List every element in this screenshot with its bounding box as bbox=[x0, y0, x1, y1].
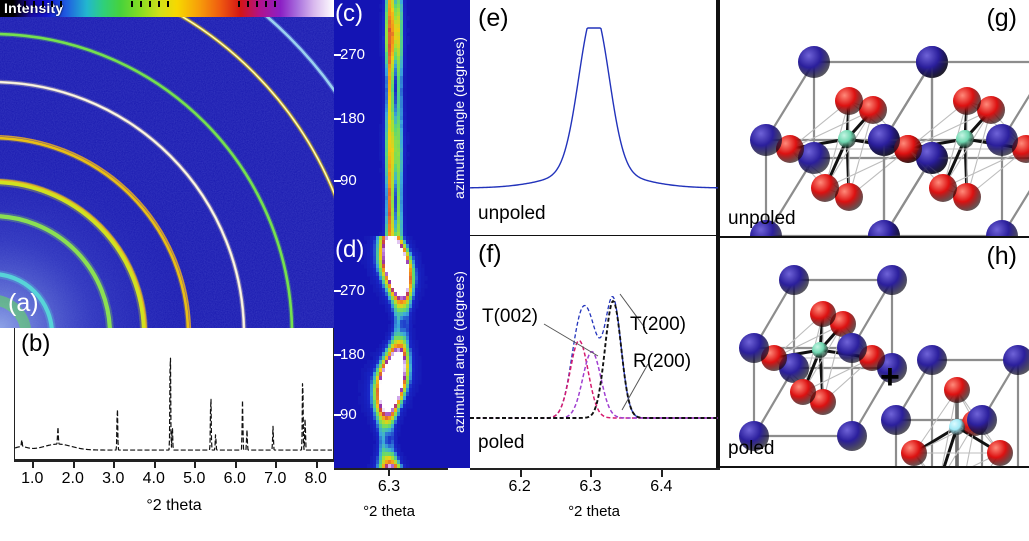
panel-c-ytick-180: 180 bbox=[340, 110, 365, 127]
panel-b-xtick-label: 2.0 bbox=[62, 470, 84, 488]
panel-b-x-axis-label: °2 theta bbox=[146, 497, 201, 515]
panel-b-x-tick bbox=[316, 459, 318, 468]
colorbar-tick-mark bbox=[149, 1, 151, 7]
panel-c-y-axis-label-strip: azimuthal angle (degrees) bbox=[448, 0, 470, 236]
panel-b-x-tick bbox=[113, 459, 115, 468]
panel-d-ytick-270: 270 bbox=[340, 282, 365, 299]
panel-h-tag: (h) bbox=[986, 242, 1017, 271]
colorbar-tick-mark bbox=[140, 1, 142, 7]
colorbar-tick-mark bbox=[274, 1, 276, 7]
panel-c-azimuthal-map-unpoled: (c) 270 180 90 bbox=[334, 0, 448, 236]
panel-c-ytick-270: 270 bbox=[340, 46, 365, 63]
peak-label-t200: T(200) bbox=[630, 314, 686, 336]
panel-b-tag: (b) bbox=[21, 330, 50, 358]
panel-d-ytick-180: 180 bbox=[340, 346, 365, 363]
panel-b-xtick-label: 1.0 bbox=[21, 470, 43, 488]
colorbar-tick-mark bbox=[33, 1, 35, 7]
panel-f-profile-poled: (f) poled T(002) T(200) R(200) bbox=[470, 236, 718, 468]
panel-b-x-tick bbox=[73, 459, 75, 468]
panel-h-structure-poled: (h) poled bbox=[718, 238, 1029, 468]
panel-a-detector-image: (a) bbox=[0, 17, 334, 328]
panel-cd-x-tick bbox=[388, 468, 390, 476]
plus-operator: + bbox=[880, 358, 900, 397]
panel-e-tag: (e) bbox=[478, 4, 509, 33]
panel-d-y-axis-label-strip: azimuthal angle (degrees) bbox=[448, 236, 470, 468]
panel-cd-x-axis-label: °2 theta bbox=[363, 503, 415, 520]
colorbar-tick-mark bbox=[256, 1, 258, 7]
peak-label-t002: T(002) bbox=[482, 306, 538, 328]
colorbar-tick-mark bbox=[238, 1, 240, 7]
crystal-cells-poled bbox=[720, 238, 1029, 466]
colorbar-tick-mark bbox=[60, 1, 62, 7]
panel-b-xtick-label: 3.0 bbox=[102, 470, 124, 488]
panel-b-xtick-label: 4.0 bbox=[143, 470, 165, 488]
panel-e-state-label: unpoled bbox=[478, 203, 546, 225]
colorbar-tick-mark bbox=[247, 1, 249, 7]
panel-b-xtick-label: 8.0 bbox=[305, 470, 327, 488]
panel-b-x-tick bbox=[275, 459, 277, 468]
panel-a-tag: (a) bbox=[8, 289, 39, 318]
panel-cd-x-axis bbox=[334, 468, 448, 470]
panel-h-state-label: poled bbox=[728, 438, 775, 460]
colorbar-tick-mark bbox=[167, 1, 169, 7]
panel-f-tag: (f) bbox=[478, 240, 502, 269]
panel-ef-xtick-label: 6.3 bbox=[579, 478, 601, 496]
diffraction-rings bbox=[0, 17, 334, 328]
panel-g-state-label: unpoled bbox=[728, 208, 796, 230]
peak-label-r200: R(200) bbox=[633, 351, 691, 373]
figure-root: Intensity 010002000 (a) (b) 1.02.03.04.0… bbox=[0, 0, 1029, 541]
panel-ef-xtick-label: 6.2 bbox=[508, 478, 530, 496]
colorbar-tick-mark bbox=[265, 1, 267, 7]
panel-b-x-tick bbox=[235, 459, 237, 468]
panel-b-xtick-label: 7.0 bbox=[264, 470, 286, 488]
panel-d-tag: (d) bbox=[335, 236, 364, 264]
panel-b-diffraction-pattern: (b) bbox=[14, 328, 334, 461]
panel-f-state-label: poled bbox=[478, 432, 525, 454]
panel-ef-xtick-label: 6.4 bbox=[650, 478, 672, 496]
colorbar-tick-mark bbox=[158, 1, 160, 7]
panel-g-structure-unpoled: (g) unpoled bbox=[718, 0, 1029, 238]
panel-c-ytick-90: 90 bbox=[340, 172, 357, 189]
colorbar-tick-mark bbox=[51, 1, 53, 7]
panel-b-x-axis bbox=[14, 459, 334, 462]
panel-cd-xtick-label: 6.3 bbox=[378, 478, 400, 496]
panel-d-ytick-90: 90 bbox=[340, 406, 357, 423]
panel-d-y-axis-label: azimuthal angle (degrees) bbox=[451, 271, 467, 433]
panel-e-curve bbox=[470, 0, 718, 236]
panel-b-x-tick bbox=[194, 459, 196, 468]
panel-ef-x-axis bbox=[470, 468, 720, 470]
panel-ef-x-axis-label: °2 theta bbox=[568, 503, 620, 520]
panel-b-x-tick bbox=[32, 459, 34, 468]
panel-b-x-tick bbox=[154, 459, 156, 468]
panel-b-xtick-label: 6.0 bbox=[224, 470, 246, 488]
panel-c-y-axis-label: azimuthal angle (degrees) bbox=[451, 37, 467, 199]
colorbar-tick-mark bbox=[131, 1, 133, 7]
panel-d-azimuthal-map-poled: (d) 270 180 90 bbox=[334, 236, 448, 468]
panel-g-tag: (g) bbox=[986, 4, 1017, 33]
panel-ef-x-tick bbox=[661, 468, 663, 477]
colorbar-tick-mark bbox=[24, 1, 26, 7]
panel-b-xtick-label: 5.0 bbox=[183, 470, 205, 488]
panel-e-profile-unpoled: (e) unpoled bbox=[470, 0, 718, 236]
colorbar-tick-mark bbox=[42, 1, 44, 7]
panel-c-tag: (c) bbox=[335, 0, 363, 28]
panel-ef-x-tick bbox=[520, 468, 522, 477]
panel-ef-x-tick bbox=[590, 468, 592, 477]
panel-b-trace bbox=[15, 328, 332, 458]
crystal-cell-unpoled bbox=[720, 0, 1029, 236]
